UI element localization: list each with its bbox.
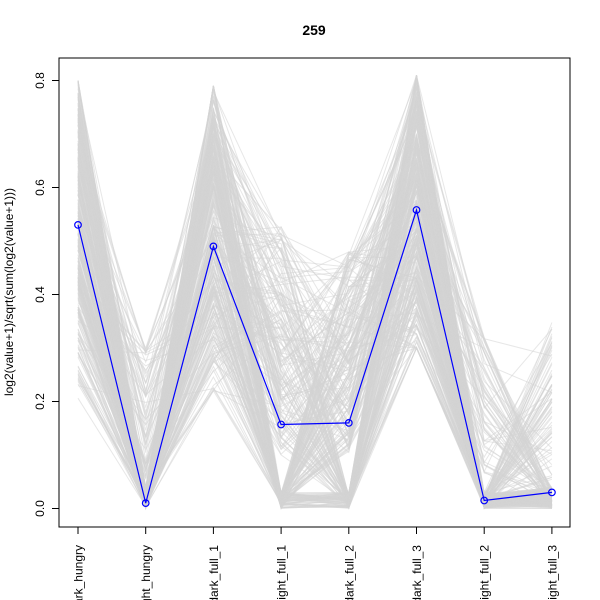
y-tick-label: 0.0 [33,500,47,517]
background-series-line [77,292,552,503]
x-tick-label-dark_full_2: dark_full_2 [342,545,356,600]
x-tick-label-dark_full_3: dark_full_3 [410,545,424,600]
highlight-point-dark_full_1 [209,242,218,251]
x-tick-label-light_full_3: light_full_3 [545,545,559,600]
highlight-point-dark_full_3 [412,206,421,214]
background-lines [77,75,553,511]
background-series-line [77,279,552,511]
highlight-point-dark_hungry [74,220,82,229]
background-series-line [77,80,552,508]
background-series-line [77,104,552,503]
y-tick-label: 0.8 [33,72,47,89]
x-tick-label-light_full_1: light_full_1 [275,545,289,600]
highlight-series-line [77,207,552,504]
x-tick-label-dark_full_1: dark_full_1 [207,545,221,600]
highlight-point-light_hungry [141,499,150,508]
x-tick-label-light_hungry: light_hungry [139,545,153,600]
y-tick-label: 0.6 [33,179,47,196]
y-tick-label: 0.4 [33,286,47,303]
y-axis: 0.0 0.2 0.4 0.6 0.8 [33,72,60,517]
highlight-point-light_full_1 [277,420,286,429]
x-axis: dark_hungry light_hungry dark_full_1 light_… [72,526,559,600]
background-series-line [77,318,553,508]
x-tick-label-dark_hungry: dark_hungry [72,545,86,600]
y-tick-label: 0.2 [33,393,47,410]
highlight-point-light_full_3 [548,488,556,497]
highlight-point-dark_full_2 [344,419,353,427]
background-series-line [77,218,553,502]
background-series-line [77,180,552,504]
chart-title: 259 [302,22,326,38]
x-tick-label-light_full_2: light_full_2 [478,545,492,600]
highlight-point-light_full_2 [480,496,489,505]
background-series-line [77,144,553,506]
background-series-line [77,100,553,505]
background-series-line [77,138,553,505]
y-axis-label: log2(value+1)/sqrt(sum(log2(value+1))) [2,188,16,396]
highlight-series [74,206,556,508]
